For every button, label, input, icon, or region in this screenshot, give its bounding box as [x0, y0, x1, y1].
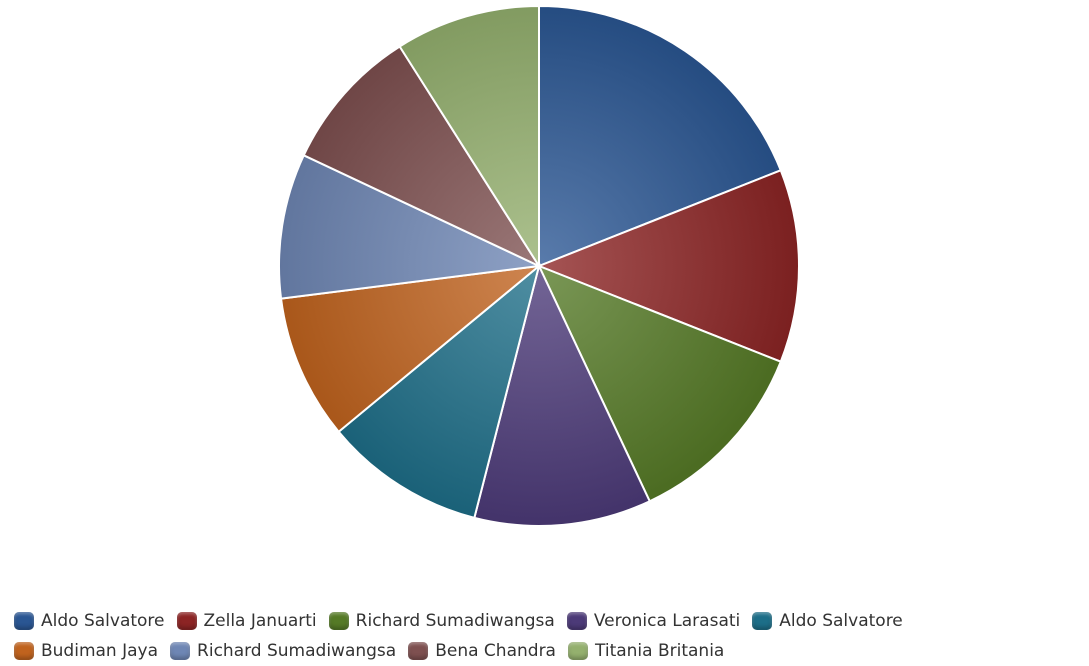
pie-chart-svg — [278, 4, 800, 527]
legend-item[interactable]: Richard Sumadiwangsa — [328, 611, 555, 631]
pie-slice-2[interactable] — [537, 264, 783, 503]
legend-swatch — [408, 642, 429, 660]
legend-swatch — [328, 612, 349, 630]
legend-label: Aldo Salvatore — [41, 611, 165, 631]
pie-slice-4[interactable] — [337, 263, 541, 520]
legend-label: Aldo Salvatore — [779, 611, 903, 631]
legend-swatch — [752, 612, 773, 630]
legend-label: Richard Sumadiwangsa — [355, 611, 555, 631]
legend-swatch — [176, 612, 197, 630]
legend-label: Titania Britania — [594, 641, 725, 661]
legend-swatch — [567, 642, 588, 660]
legend-item[interactable]: Budiman Jaya — [14, 641, 158, 661]
pie-slice-7[interactable] — [302, 45, 542, 269]
legend-swatch — [566, 612, 587, 630]
legend-swatch — [14, 612, 34, 630]
legend-label: Richard Sumadiwangsa — [197, 641, 397, 661]
pie-chart — [278, 4, 800, 527]
legend-label: Budiman Jaya — [41, 641, 159, 661]
pie-slice-3[interactable] — [473, 263, 652, 527]
legend-row: Budiman Jaya Richard Sumadiwangsa Bena Cha… — [14, 636, 1084, 666]
legend-label: Veronica Larasati — [593, 611, 741, 631]
legend-item[interactable]: Aldo Salvatore — [14, 611, 165, 631]
legend-label: Bena Chandra — [435, 641, 556, 661]
pie-slices — [278, 4, 800, 527]
legend-swatch — [170, 642, 191, 660]
chart-legend: Aldo Salvatore Zella Januarti Richard Suma… — [14, 606, 1084, 666]
legend-swatch — [14, 642, 34, 660]
legend-item[interactable]: Aldo Salvatore — [752, 611, 903, 631]
pie-slice-6[interactable] — [278, 153, 543, 300]
legend-item[interactable]: Titania Britania — [567, 641, 725, 661]
legend-item[interactable]: Richard Sumadiwangsa — [170, 641, 396, 661]
pie-slice-1[interactable] — [536, 168, 800, 364]
pie-slice-0[interactable] — [538, 4, 783, 268]
legend-item[interactable]: Zella Januarti — [176, 611, 317, 631]
legend-item[interactable]: Veronica Larasati — [566, 611, 741, 631]
legend-row: Aldo Salvatore Zella Januarti Richard Suma… — [14, 606, 1084, 636]
legend-item[interactable]: Bena Chandra — [408, 641, 556, 661]
legend-label: Zella Januarti — [203, 611, 317, 631]
pie-slice-5[interactable] — [279, 264, 543, 434]
pie-slice-8[interactable] — [398, 4, 540, 270]
